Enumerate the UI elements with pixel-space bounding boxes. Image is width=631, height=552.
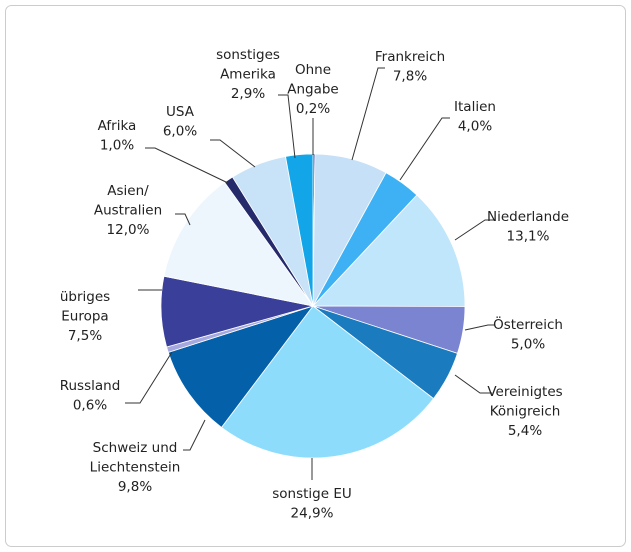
value-label: 5,4% — [508, 423, 542, 439]
slice-label: Niederlande — [487, 209, 569, 225]
label-line: Niederlande — [487, 209, 569, 225]
slice-label: Vereinigtes Königreich — [487, 384, 562, 420]
value-label: 7,8% — [393, 69, 427, 85]
label-line: übriges — [60, 289, 110, 305]
leader-line — [464, 324, 495, 331]
label-line: Ohne — [295, 62, 331, 78]
value-label: 4,0% — [458, 119, 492, 135]
leader-line — [454, 374, 492, 394]
pie-slice — [163, 181, 314, 307]
value-label: 13,1% — [507, 229, 550, 245]
value-label: 7,5% — [68, 328, 102, 344]
label-line: Königreich — [490, 404, 561, 420]
slice-label: Frankreich — [375, 49, 445, 65]
label-line: Russland — [60, 378, 121, 394]
value-label: 12,0% — [107, 222, 150, 238]
value-label: 9,8% — [118, 479, 152, 495]
label-line: Liechtenstein — [90, 460, 181, 476]
leader-line — [351, 67, 385, 161]
value-label: 0,2% — [296, 101, 330, 117]
slice-label: Russland — [60, 378, 121, 394]
label-line: Vereinigtes — [487, 384, 562, 400]
label-line: Italien — [454, 99, 496, 115]
label-line: Amerika — [220, 67, 276, 83]
slice-label: Asien/Australien — [94, 183, 162, 219]
slice-label: sonstiges Amerika — [216, 47, 280, 83]
label-line: Österreich — [493, 315, 563, 333]
value-label: 0,6% — [73, 398, 107, 414]
slice-label: Österreich — [493, 315, 563, 333]
label-line: Afrika — [98, 118, 137, 134]
slice-label: Afrika — [98, 118, 137, 134]
pie-slice — [312, 194, 466, 307]
label-line: Angabe — [287, 82, 339, 98]
leader-line — [399, 117, 450, 181]
value-label: 6,0% — [163, 124, 197, 140]
label-line: Europa — [61, 309, 108, 325]
leader-line — [183, 419, 206, 451]
value-label: 2,9% — [231, 86, 265, 102]
label-line: USA — [166, 104, 195, 120]
leader-line — [210, 139, 256, 168]
value-label: 24,9% — [291, 506, 334, 522]
slice-label: USA — [166, 104, 195, 120]
label-line: sonstiges — [216, 47, 280, 63]
leader-line — [175, 213, 191, 226]
slice-label: übriges Europa — [60, 289, 110, 325]
slice-label: Italien — [454, 99, 496, 115]
label-line: Schweiz und — [93, 440, 178, 456]
leader-line — [125, 351, 173, 404]
pie-slice — [220, 305, 435, 459]
leader-line — [145, 147, 229, 184]
leader-line — [454, 219, 495, 241]
label-line: Australien — [94, 203, 162, 219]
slice-label: sonstige EU — [272, 486, 352, 502]
slice-label: Ohne Angabe — [287, 62, 339, 98]
label-line: Asien/ — [107, 183, 149, 199]
label-line: sonstige EU — [272, 486, 352, 502]
leader-line — [278, 94, 296, 159]
value-label: 1,0% — [100, 138, 134, 154]
label-line: Frankreich — [375, 49, 445, 65]
slice-label: Schweiz und Liechtenstein — [90, 440, 181, 476]
value-label: 5,0% — [511, 337, 545, 353]
